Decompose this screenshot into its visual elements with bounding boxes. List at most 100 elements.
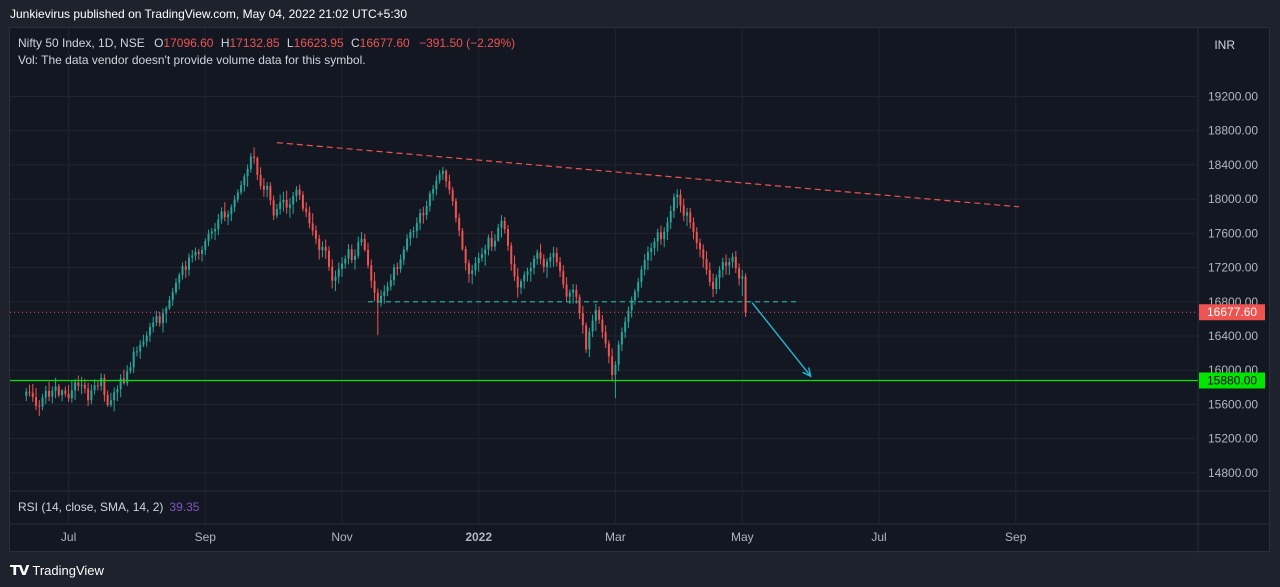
candle-body (721, 262, 724, 270)
candle-body (572, 289, 575, 293)
candle-body (197, 251, 200, 254)
candle-body (653, 241, 656, 249)
candle-body (741, 276, 744, 279)
candle-body (220, 211, 223, 220)
candle-body (533, 258, 536, 268)
candle-body (259, 174, 262, 186)
candle-body (614, 364, 617, 375)
price-chart[interactable]: 14800.0015200.0015600.0016000.0016400.00… (10, 28, 1271, 553)
candle-body (44, 390, 47, 398)
candle-body (406, 238, 409, 250)
candle-body (604, 332, 607, 344)
candle-body (672, 197, 675, 212)
candle-body (393, 267, 396, 281)
candle-body (311, 223, 314, 231)
candle-body (314, 230, 317, 239)
chart-frame[interactable]: 14800.00 15200.00 15600.00 16000.00 16400.00… (9, 27, 1271, 553)
candle-body (74, 382, 77, 391)
projection-arrow-line (751, 302, 812, 377)
support-price-tag-label: 15880.00 (1207, 373, 1257, 387)
candle-body (51, 390, 54, 397)
candle-body (458, 218, 461, 231)
candle-body (585, 325, 588, 350)
candle-body (389, 280, 392, 287)
candle-body (103, 378, 106, 395)
candle-body (451, 189, 454, 202)
candle-body (236, 192, 239, 200)
candle-body (734, 256, 737, 269)
candle-body (367, 249, 370, 266)
candle-body (412, 231, 415, 233)
candle-body (454, 201, 457, 219)
candle-body (347, 249, 350, 259)
candle-body (682, 205, 685, 216)
candle-body (432, 189, 435, 194)
y-tick-label: 18000.00 (1208, 192, 1258, 206)
open-value: 17096.60 (163, 36, 214, 50)
candle-body (201, 250, 204, 254)
candle-body (337, 268, 340, 277)
candle-body (279, 202, 282, 210)
tradingview-footer[interactable]: 𝗧𝗩 TradingView (10, 562, 104, 579)
candle-body (663, 231, 666, 240)
candle-body (282, 199, 285, 203)
low-value: 16623.95 (293, 36, 344, 50)
candle-body (617, 344, 620, 365)
candle-body (70, 390, 73, 399)
candle-body (318, 238, 321, 251)
close-label: C (351, 36, 360, 50)
x-tick-label: May (731, 530, 754, 544)
candle-body (409, 232, 412, 239)
currency-label[interactable]: INR (1214, 38, 1235, 52)
candle-body (48, 390, 51, 397)
time-axis[interactable]: Jul Sep Nov 2022 Mar May Jul Sep (61, 530, 1027, 544)
candle-body (321, 246, 324, 251)
candle-body (620, 332, 623, 345)
candle-body (90, 390, 93, 401)
y-tick-label: 14800.00 (1208, 466, 1258, 480)
candle-body (246, 168, 249, 177)
candle-body (526, 271, 529, 275)
candle-body (643, 260, 646, 270)
support-price-tag (1199, 372, 1265, 389)
last-price-tag-label: 16677.60 (1207, 305, 1257, 319)
candle-body (480, 254, 483, 258)
candle-body (61, 390, 64, 396)
candle-body (516, 276, 519, 288)
price-axis[interactable]: 14800.0015200.0015600.0016000.0016400.00… (1199, 89, 1265, 480)
candle-body (41, 397, 44, 407)
candle-body (109, 400, 112, 405)
candle-body (679, 194, 682, 206)
candle-body (510, 245, 513, 264)
grid-lines (10, 28, 1271, 553)
candle-body (555, 253, 558, 263)
candle-body (191, 255, 194, 258)
candle-body (669, 211, 672, 223)
y-tick-label: 17200.00 (1208, 261, 1258, 275)
x-tick-label: 2022 (465, 530, 492, 544)
candle-body (227, 214, 230, 218)
candle-body (562, 271, 565, 285)
projection-arrow-head (802, 367, 812, 378)
candle-body (161, 313, 164, 324)
x-tick-label: Sep (1005, 530, 1027, 544)
candle-body (204, 241, 207, 251)
y-tick-label: 18800.00 (1208, 124, 1258, 138)
high-value: 17132.85 (229, 36, 280, 50)
candle-body (624, 321, 627, 333)
candle-body (148, 327, 151, 336)
candle-body (601, 319, 604, 333)
candle-body (650, 248, 653, 252)
candle-body (171, 292, 174, 300)
rsi-legend: RSI (14, close, SMA, 14, 2) 39.35 (18, 500, 199, 514)
candle-body (334, 276, 337, 281)
candle-body (712, 282, 715, 290)
candle-body (116, 389, 119, 393)
brand-name: TradingView (32, 563, 104, 578)
candle-body (428, 193, 431, 207)
candle-body (659, 232, 662, 240)
candle-body (506, 228, 509, 246)
candle-body (100, 378, 103, 387)
candle-body (565, 284, 568, 297)
candle-body (253, 156, 256, 158)
